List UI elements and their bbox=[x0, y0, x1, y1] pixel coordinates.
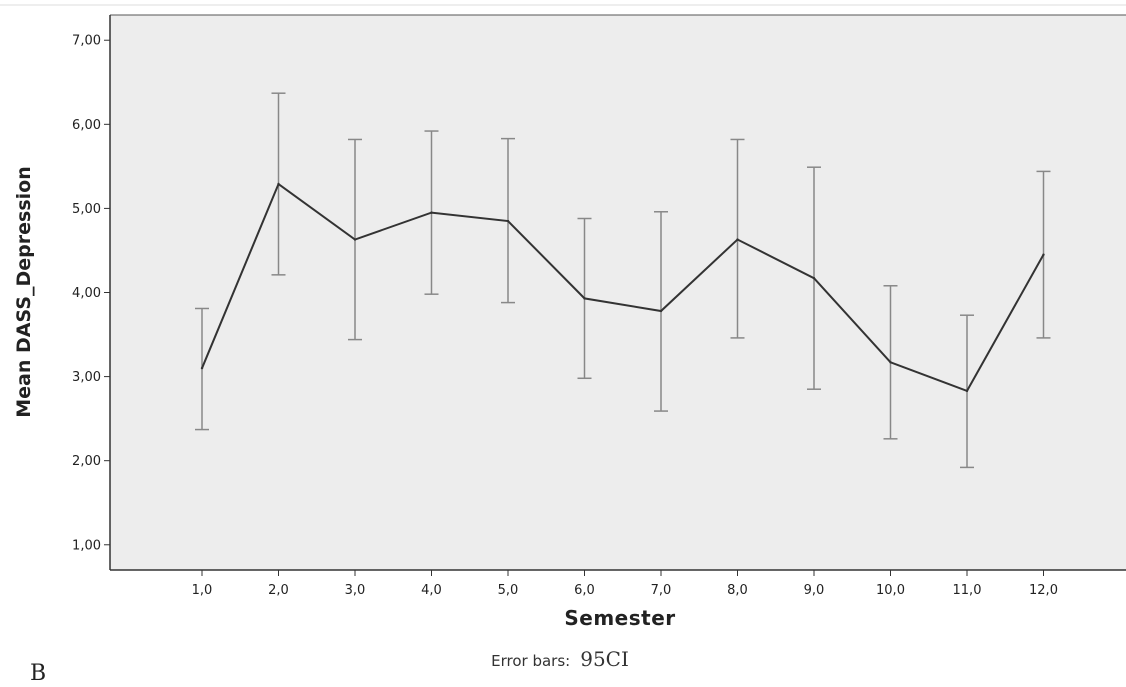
data-point bbox=[430, 211, 433, 214]
mean-line bbox=[201, 182, 1045, 393]
x-tick-label: 9,0 bbox=[804, 583, 825, 598]
x-tick-label: 6,0 bbox=[574, 583, 595, 598]
data-point bbox=[506, 219, 510, 223]
y-tick-label: 7,00 bbox=[72, 34, 101, 49]
x-tick-label: 10,0 bbox=[876, 583, 905, 598]
plot-area bbox=[110, 15, 1126, 570]
y-tick-label: 1,00 bbox=[72, 538, 101, 553]
data-point bbox=[583, 297, 586, 300]
y-tick-label: 5,00 bbox=[72, 202, 101, 217]
x-tick-label: 4,0 bbox=[421, 583, 442, 598]
data-point bbox=[200, 366, 204, 370]
y-tick-label: 2,00 bbox=[72, 454, 101, 469]
data-point bbox=[659, 309, 663, 313]
error-bar-note: Error bars: 95CI bbox=[491, 647, 629, 671]
x-tick-label: 2,0 bbox=[268, 583, 289, 598]
data-point bbox=[277, 182, 280, 186]
x-tick-label: 5,0 bbox=[498, 583, 519, 598]
x-tick-label: 3,0 bbox=[345, 583, 366, 598]
data-point bbox=[889, 361, 892, 364]
x-tick-label: 8,0 bbox=[727, 583, 748, 598]
data-point bbox=[965, 389, 969, 393]
x-tick-label: 7,0 bbox=[651, 583, 672, 598]
y-tick-label: 3,00 bbox=[72, 370, 101, 385]
panel-label: B bbox=[30, 661, 46, 686]
x-tick-label: 1,0 bbox=[192, 583, 213, 598]
data-point bbox=[353, 238, 357, 241]
y-tick-label: 4,00 bbox=[72, 286, 101, 301]
error-bar-note-prefix: Error bars: bbox=[491, 652, 570, 670]
y-axis-title: Mean DASS_Depression bbox=[13, 166, 35, 417]
x-tick-label: 11,0 bbox=[953, 583, 982, 598]
data-point bbox=[736, 238, 739, 241]
y-tick-label: 6,00 bbox=[72, 118, 101, 133]
data-point bbox=[812, 277, 816, 280]
data-point bbox=[1042, 253, 1045, 256]
x-tick-label: 12,0 bbox=[1029, 583, 1058, 598]
x-axis-title: Semester bbox=[564, 606, 675, 630]
error-bar-note-value: 95CI bbox=[580, 647, 629, 671]
